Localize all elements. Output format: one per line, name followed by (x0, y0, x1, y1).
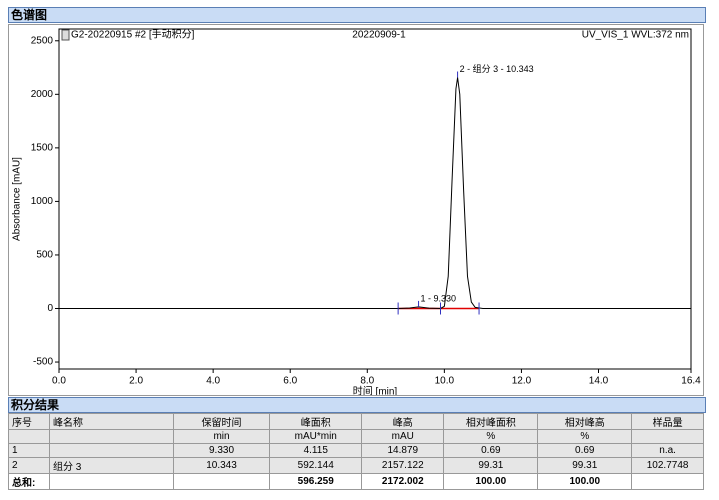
x-tick-label: 8.0 (360, 376, 374, 387)
table-cell (631, 473, 704, 490)
x-tick-label: 12.0 (512, 376, 532, 387)
section-title: 色谱图 (8, 7, 706, 23)
y-tick-label: 500 (36, 250, 53, 261)
table-cell: 99.31 (537, 457, 633, 474)
y-tick-label: -500 (33, 357, 53, 368)
y-tick-label: 2000 (31, 89, 54, 100)
chart: G2-20220915 #2 [手动积分] 20220909-1 UV_VIS_1 … (12, 28, 702, 395)
y-tick-label: 1500 (31, 143, 54, 154)
x-tick-label: 16.4 (681, 376, 701, 387)
table-cell: 总和: (7, 473, 51, 490)
table-cell (49, 443, 174, 458)
plot-frame (58, 28, 692, 370)
table-row: 序号 峰名称 保留时间 峰面积 峰高 相对峰面积 相对峰高 样品量 (7, 413, 704, 430)
table-cell: 样品量 (631, 413, 704, 430)
peak-label: 2 - 组分 3 - 10.343 (460, 63, 534, 74)
table-row: 2 组分 3 10.343 592.144 2157.122 99.31 99.31 102.… (7, 457, 704, 474)
results-table: 序号 峰名称 保留时间 峰面积 峰高 相对峰面积 相对峰高 样品量 min mAU*min mAU%… (7, 413, 704, 490)
table-cell: 0.69 (537, 443, 633, 458)
x-tick-label: 0.0 (52, 376, 66, 387)
table-cell: 峰高 (361, 413, 445, 430)
table-row: 总和: 596.259 2172.002 100.00 100.00 (7, 473, 704, 490)
table-cell: % (443, 429, 539, 444)
table-cell: 102.7748 (631, 457, 704, 474)
run-label: UV_VIS_1 WVL:372 nm (582, 30, 689, 41)
table-cell: 2 (7, 457, 51, 474)
table-row: min mAU*min mAU%% (7, 429, 704, 444)
section-title: 积分结果 (8, 397, 706, 413)
table-cell: 峰面积 (269, 413, 363, 430)
table-cell: 4.115 (269, 443, 363, 458)
table-cell: 相对峰高 (537, 413, 633, 430)
y-axis-label: Absorbance [mAU] (12, 157, 23, 241)
table-cell: n.a. (631, 443, 704, 458)
table-cell: 2172.002 (361, 473, 445, 490)
y-tick-label: 2500 (31, 35, 54, 46)
run-label: 20220909-1 (352, 30, 406, 41)
chart-panel: G2-20220915 #2 [手动积分] 20220909-1 UV_VIS_1 … (8, 24, 704, 396)
table-cell: 99.31 (443, 457, 539, 474)
table-cell: 100.00 (443, 473, 539, 490)
peak-label: 1 - 9.330 (421, 293, 457, 303)
run-label: G2-20220915 #2 [手动积分] (71, 28, 195, 41)
table-cell: 100.00 (537, 473, 633, 490)
x-tick-label: 14.0 (589, 376, 609, 387)
table-cell (631, 429, 704, 444)
table-cell: % (537, 429, 633, 444)
x-tick-label: 6.0 (283, 376, 297, 387)
table-cell: 2157.122 (361, 457, 445, 474)
table-cell: 组分 3 (49, 457, 174, 474)
table-cell: 10.343 (172, 457, 271, 474)
icon (61, 29, 70, 41)
table-cell: 0.69 (443, 443, 539, 458)
table-cell: 序号 (7, 413, 51, 430)
table-row: 1 9.330 4.115 14.879 0.69 0.69 n.a. (7, 443, 704, 458)
table-cell (49, 473, 174, 490)
table-cell (49, 429, 174, 444)
table-cell: min (172, 429, 271, 444)
table-cell: 峰名称 (49, 413, 174, 430)
table-cell: 14.879 (361, 443, 445, 458)
x-tick-label: 10.0 (435, 376, 455, 387)
table-cell: mAU*min (269, 429, 363, 444)
y-tick-label: 1000 (31, 196, 54, 207)
x-tick-label: 2.0 (129, 376, 143, 387)
chromatogram-trace (59, 77, 691, 309)
table-cell: 相对峰面积 (443, 413, 539, 430)
x-tick-label: 4.0 (206, 376, 220, 387)
table-cell (172, 473, 271, 490)
table-cell: mAU (361, 429, 445, 444)
x-axis-label: 时间 [min] (353, 385, 398, 395)
table-cell (7, 429, 51, 444)
table-cell: 9.330 (172, 443, 271, 458)
table-cell: 1 (7, 443, 51, 458)
table-cell: 保留时间 (172, 413, 271, 430)
table-cell: 592.144 (269, 457, 363, 474)
y-tick-label: 0 (47, 303, 53, 314)
table-cell: 596.259 (269, 473, 363, 490)
